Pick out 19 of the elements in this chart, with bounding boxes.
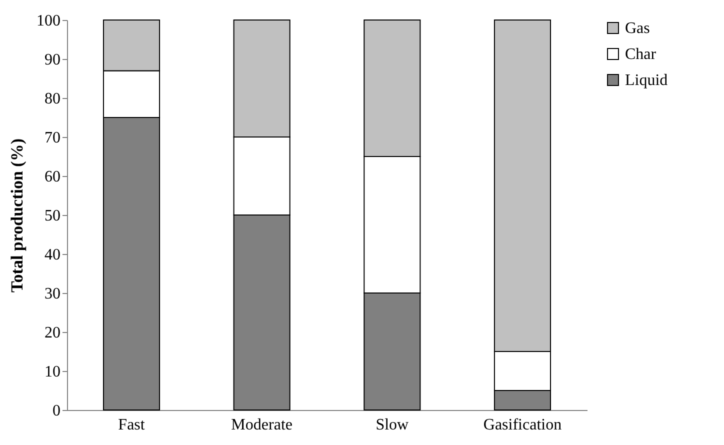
- x-tick-label: Gasification: [483, 416, 562, 434]
- x-tick-label: Moderate: [231, 416, 292, 434]
- legend-label: Gas: [625, 20, 650, 37]
- y-tick-label: 60: [44, 168, 60, 186]
- y-tick-label: 30: [44, 286, 60, 302]
- y-tick-label: 90: [44, 52, 60, 68]
- y-tick-label: 10: [44, 364, 60, 380]
- x-tick-label: Slow: [376, 416, 410, 434]
- x-tick-label: Fast: [118, 416, 146, 434]
- y-tick-label: 0: [52, 402, 60, 420]
- legend-label: Liquid: [625, 72, 668, 89]
- y-tick-label: 20: [44, 324, 60, 342]
- y-axis-title: Total production (%): [8, 138, 26, 292]
- y-tick-label: 80: [44, 90, 60, 108]
- y-tick-label: 50: [44, 208, 60, 224]
- y-tick-label: 100: [36, 12, 60, 30]
- y-tick-label: 70: [44, 130, 60, 146]
- y-tick-label: 40: [44, 246, 60, 264]
- legend-label: Char: [625, 46, 657, 63]
